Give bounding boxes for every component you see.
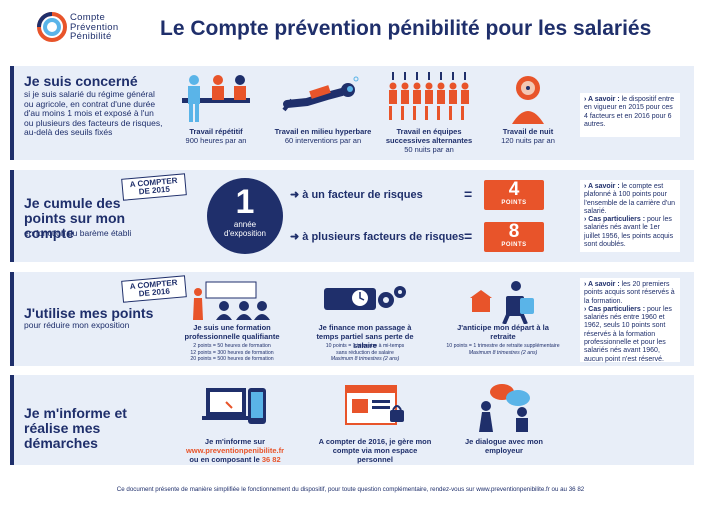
section-title-concerned: Je suis concerné bbox=[24, 73, 138, 89]
factor-hyperbare: Travail en milieu hyperbare 60 interventi… bbox=[274, 127, 372, 145]
inform-website: Je m'informe sur www.preventionpenibilit… bbox=[185, 437, 285, 464]
factor-team-work: Travail en équipes successives alternant… bbox=[385, 127, 473, 154]
repetitive-work-icon bbox=[182, 75, 250, 122]
dialogue-icon bbox=[479, 384, 530, 432]
section-title-cumulate: Je cumule des points sur mon compte bbox=[24, 195, 126, 241]
part-time-icon bbox=[324, 286, 406, 310]
note-cumulate: › A savoir : le compte est plafonné à 10… bbox=[580, 180, 680, 252]
multiple-factors-line: ➜ à plusieurs facteurs de risques bbox=[290, 231, 465, 243]
arrow-right-icon: ➜ bbox=[290, 189, 300, 201]
website-link[interactable]: www.preventionpenibilite.fr bbox=[185, 445, 285, 455]
logo-icon bbox=[37, 12, 67, 42]
inform-employer: Je dialogue avec mon employeur bbox=[465, 437, 543, 455]
section-subtitle-cumulate: en fonction du barème établi bbox=[24, 228, 132, 238]
factor-night-work: Travail de nuit 120 nuits par an bbox=[501, 127, 555, 145]
personal-space-icon bbox=[345, 385, 404, 425]
team-workers-icon bbox=[389, 72, 469, 120]
footer-text: Ce document présente de manière simplifi… bbox=[116, 486, 585, 493]
arrow-right-icon: ➜ bbox=[290, 231, 300, 243]
points-box-8: 8 POINTS bbox=[484, 222, 544, 252]
note-use-points: › A savoir : les 20 premiers points acqu… bbox=[580, 278, 680, 363]
section-title-inform: Je m'informe et réalise mes démarches bbox=[24, 405, 127, 451]
single-factor-line: ➜ à un facteur de risques bbox=[290, 189, 423, 201]
inform-personal-space: A compter de 2016, je gère mon compte vi… bbox=[318, 437, 432, 464]
logo-text: Compte Prévention Pénibilité bbox=[70, 12, 119, 42]
equals-sign: = bbox=[464, 186, 473, 202]
training-scale: 2 points = 50 heures de formation 12 poin… bbox=[190, 343, 274, 362]
section-subtitle-concerned: si je suis salarié du régime général ou … bbox=[24, 89, 163, 137]
exposure-circle: 1 année d'exposition bbox=[207, 178, 283, 254]
computer-phone-icon bbox=[202, 388, 266, 424]
section-title-use-points: J'utilise mes points bbox=[24, 305, 154, 321]
phone-number[interactable]: 36 82 bbox=[261, 454, 281, 464]
note-concerned: › A savoir : le dispositif entre en vigu… bbox=[580, 93, 680, 137]
use-retirement: J'anticipe mon départ à la retraite bbox=[457, 323, 549, 341]
retirement-scale: 10 points = 1 trimestre de retraite supp… bbox=[446, 343, 560, 356]
diver-icon bbox=[282, 76, 359, 112]
retirement-icon bbox=[470, 281, 534, 324]
section-subtitle-use-points: pour réduire mon exposition bbox=[24, 320, 130, 330]
equals-sign: = bbox=[464, 228, 473, 244]
use-part-time: Je finance mon passage à temps partiel s… bbox=[316, 323, 414, 350]
part-time-scale: 10 points = 1 trimestre à mi-temps sans r… bbox=[325, 343, 405, 362]
factor-repetitive: Travail répétitif 900 heures par an bbox=[185, 127, 247, 145]
training-icon bbox=[193, 281, 270, 320]
use-training: Je suis une formation professionnelle qu… bbox=[184, 323, 280, 341]
points-box-4: 4 POINTS bbox=[484, 180, 544, 210]
page-title: Le Compte prévention pénibilité pour les… bbox=[160, 17, 652, 40]
night-worker-icon bbox=[512, 76, 544, 124]
